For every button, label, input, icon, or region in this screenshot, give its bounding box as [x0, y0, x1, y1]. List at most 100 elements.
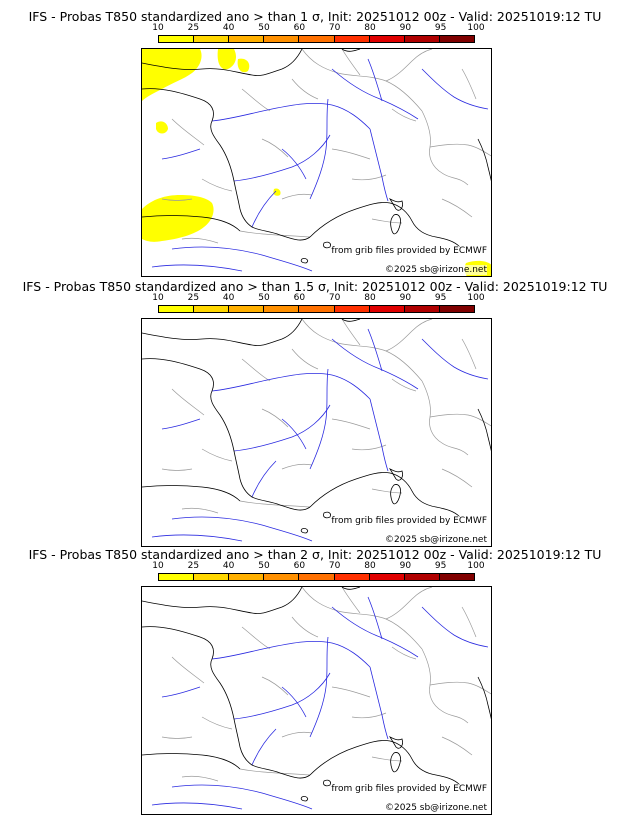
- admin-border: [301, 319, 423, 382]
- admin-border: [385, 319, 433, 352]
- coastline: [300, 528, 309, 534]
- river-line: [211, 102, 371, 130]
- river-line: [251, 728, 277, 766]
- probability-area: [217, 49, 236, 70]
- admin-border: [371, 218, 403, 224]
- admin-border: [461, 68, 477, 100]
- colorbar-segment: [439, 306, 474, 312]
- copyright-credit: ©2025 sb@irizone.net: [385, 803, 487, 813]
- coastline: [477, 408, 491, 452]
- coastline: [300, 258, 309, 264]
- coastline: [142, 49, 303, 76]
- admin-border: [385, 587, 433, 620]
- coastline: [309, 472, 461, 518]
- admin-border: [281, 463, 313, 470]
- admin-border: [441, 468, 473, 488]
- colorbar-tick-label: 90: [399, 561, 412, 571]
- admin-border: [161, 198, 193, 201]
- admin-border: [391, 646, 417, 660]
- colorbar-tick-label: 80: [364, 561, 376, 571]
- colorbar-segment: [404, 306, 440, 312]
- coastline: [142, 215, 241, 232]
- colorbar-tick-label: 90: [399, 23, 412, 33]
- panel-title: IFS - Probas T850 standardized ano > tha…: [28, 547, 602, 562]
- coastline: [341, 49, 361, 52]
- admin-border: [441, 736, 473, 756]
- colorbar-tick-label: 90: [399, 293, 412, 303]
- colorbar-segment: [264, 574, 300, 580]
- admin-border: [421, 110, 469, 186]
- river-line: [421, 606, 489, 648]
- colorbar-tick-label: 50: [258, 561, 270, 571]
- river-line: [161, 148, 201, 160]
- colorbar-segment: [439, 36, 474, 42]
- river-line: [233, 134, 331, 182]
- map-panel-1: IFS - Probas T850 standardized ano > tha…: [0, 0, 630, 277]
- admin-border: [181, 237, 219, 244]
- admin-border: [241, 626, 271, 650]
- river-line: [367, 58, 383, 102]
- colorbar-tick-label: 60: [293, 23, 306, 33]
- colorbar-ticks: 10 25 40 50 60 70 80 90 95 100: [152, 561, 484, 573]
- colorbar-tick-label: 60: [293, 561, 306, 571]
- colorbar-segment: [264, 36, 300, 42]
- source-credit: from grib files provided by ECMWF: [331, 516, 487, 526]
- coastline: [323, 241, 331, 249]
- colorbar-tick-label: 70: [328, 293, 341, 303]
- admin-border: [421, 380, 469, 456]
- coastline: [341, 319, 361, 322]
- colorbar-segment: [229, 574, 265, 580]
- river-line: [171, 784, 313, 810]
- river-line: [161, 418, 201, 430]
- river-line: [331, 68, 419, 120]
- river-line: [309, 98, 329, 200]
- river-line: [281, 148, 307, 180]
- admin-border: [351, 174, 387, 181]
- map-panel-3: IFS - Probas T850 standardized ano > tha…: [0, 538, 630, 815]
- river-line: [367, 596, 383, 640]
- coastline: [390, 752, 401, 773]
- river-line: [251, 460, 277, 498]
- probability-area: [142, 195, 214, 242]
- admin-border: [429, 681, 491, 695]
- admin-border: [171, 656, 205, 684]
- admin-border: [241, 88, 271, 112]
- admin-border: [161, 468, 193, 471]
- colorbar-tick-label: 80: [364, 23, 376, 33]
- copyright-credit: ©2025 sb@irizone.net: [385, 535, 487, 545]
- colorbar-segment: [334, 306, 370, 312]
- colorbar-segment: [404, 36, 440, 42]
- colorbar-segment: [369, 36, 405, 42]
- river-line: [151, 802, 243, 810]
- colorbar-tick-label: 80: [364, 293, 376, 303]
- colorbar-tick-label: 25: [187, 293, 200, 303]
- coastline: [388, 468, 403, 481]
- coastline: [323, 511, 331, 519]
- colorbar-segment: [194, 574, 230, 580]
- panel-title: IFS - Probas T850 standardized ano > tha…: [28, 9, 602, 24]
- colorbar-segment: [229, 306, 265, 312]
- map-frame: from grib files provided by ECMWF ©2025 …: [141, 48, 492, 277]
- coastline: [323, 779, 331, 787]
- coastline: [477, 676, 491, 720]
- colorbar: [158, 573, 475, 581]
- colorbar-tick-label: 40: [222, 23, 235, 33]
- river-line: [309, 636, 329, 738]
- map-geography: [142, 319, 491, 542]
- colorbar-segment: [404, 574, 440, 580]
- admin-border: [171, 388, 205, 416]
- colorbar-segment: [194, 36, 230, 42]
- river-line: [331, 606, 419, 658]
- admin-border: [261, 676, 289, 696]
- admin-border: [461, 606, 477, 638]
- admin-border: [341, 587, 361, 614]
- river-line: [369, 666, 389, 740]
- admin-border: [261, 138, 289, 158]
- colorbar-tick-label: 70: [328, 561, 341, 571]
- admin-border: [429, 143, 491, 157]
- map-geography: [142, 49, 491, 276]
- coastline: [390, 214, 401, 235]
- river-line: [421, 68, 489, 110]
- river-line: [233, 404, 331, 452]
- probability-area: [142, 49, 202, 101]
